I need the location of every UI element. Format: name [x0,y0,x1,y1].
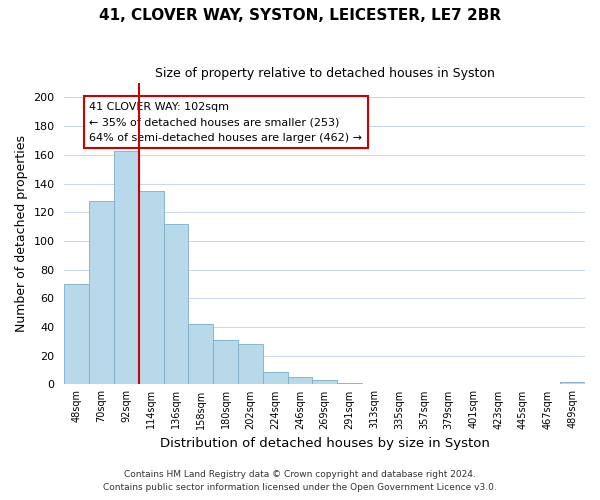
Bar [139,190,164,384]
Bar [213,340,238,384]
Bar [238,344,263,385]
Bar [64,284,89,384]
Text: 41, CLOVER WAY, SYSTON, LEICESTER, LE7 2BR: 41, CLOVER WAY, SYSTON, LEICESTER, LE7 2… [99,8,501,22]
Bar [337,383,362,384]
Bar [313,380,337,384]
Bar [560,382,585,384]
Bar [188,324,213,384]
Bar [263,372,287,384]
Y-axis label: Number of detached properties: Number of detached properties [15,135,28,332]
Bar [114,150,139,384]
X-axis label: Distribution of detached houses by size in Syston: Distribution of detached houses by size … [160,437,490,450]
Bar [89,200,114,384]
Text: 41 CLOVER WAY: 102sqm
← 35% of detached houses are smaller (253)
64% of semi-det: 41 CLOVER WAY: 102sqm ← 35% of detached … [89,102,362,143]
Text: Contains HM Land Registry data © Crown copyright and database right 2024.
Contai: Contains HM Land Registry data © Crown c… [103,470,497,492]
Bar [287,378,313,384]
Title: Size of property relative to detached houses in Syston: Size of property relative to detached ho… [155,68,494,80]
Bar [164,224,188,384]
